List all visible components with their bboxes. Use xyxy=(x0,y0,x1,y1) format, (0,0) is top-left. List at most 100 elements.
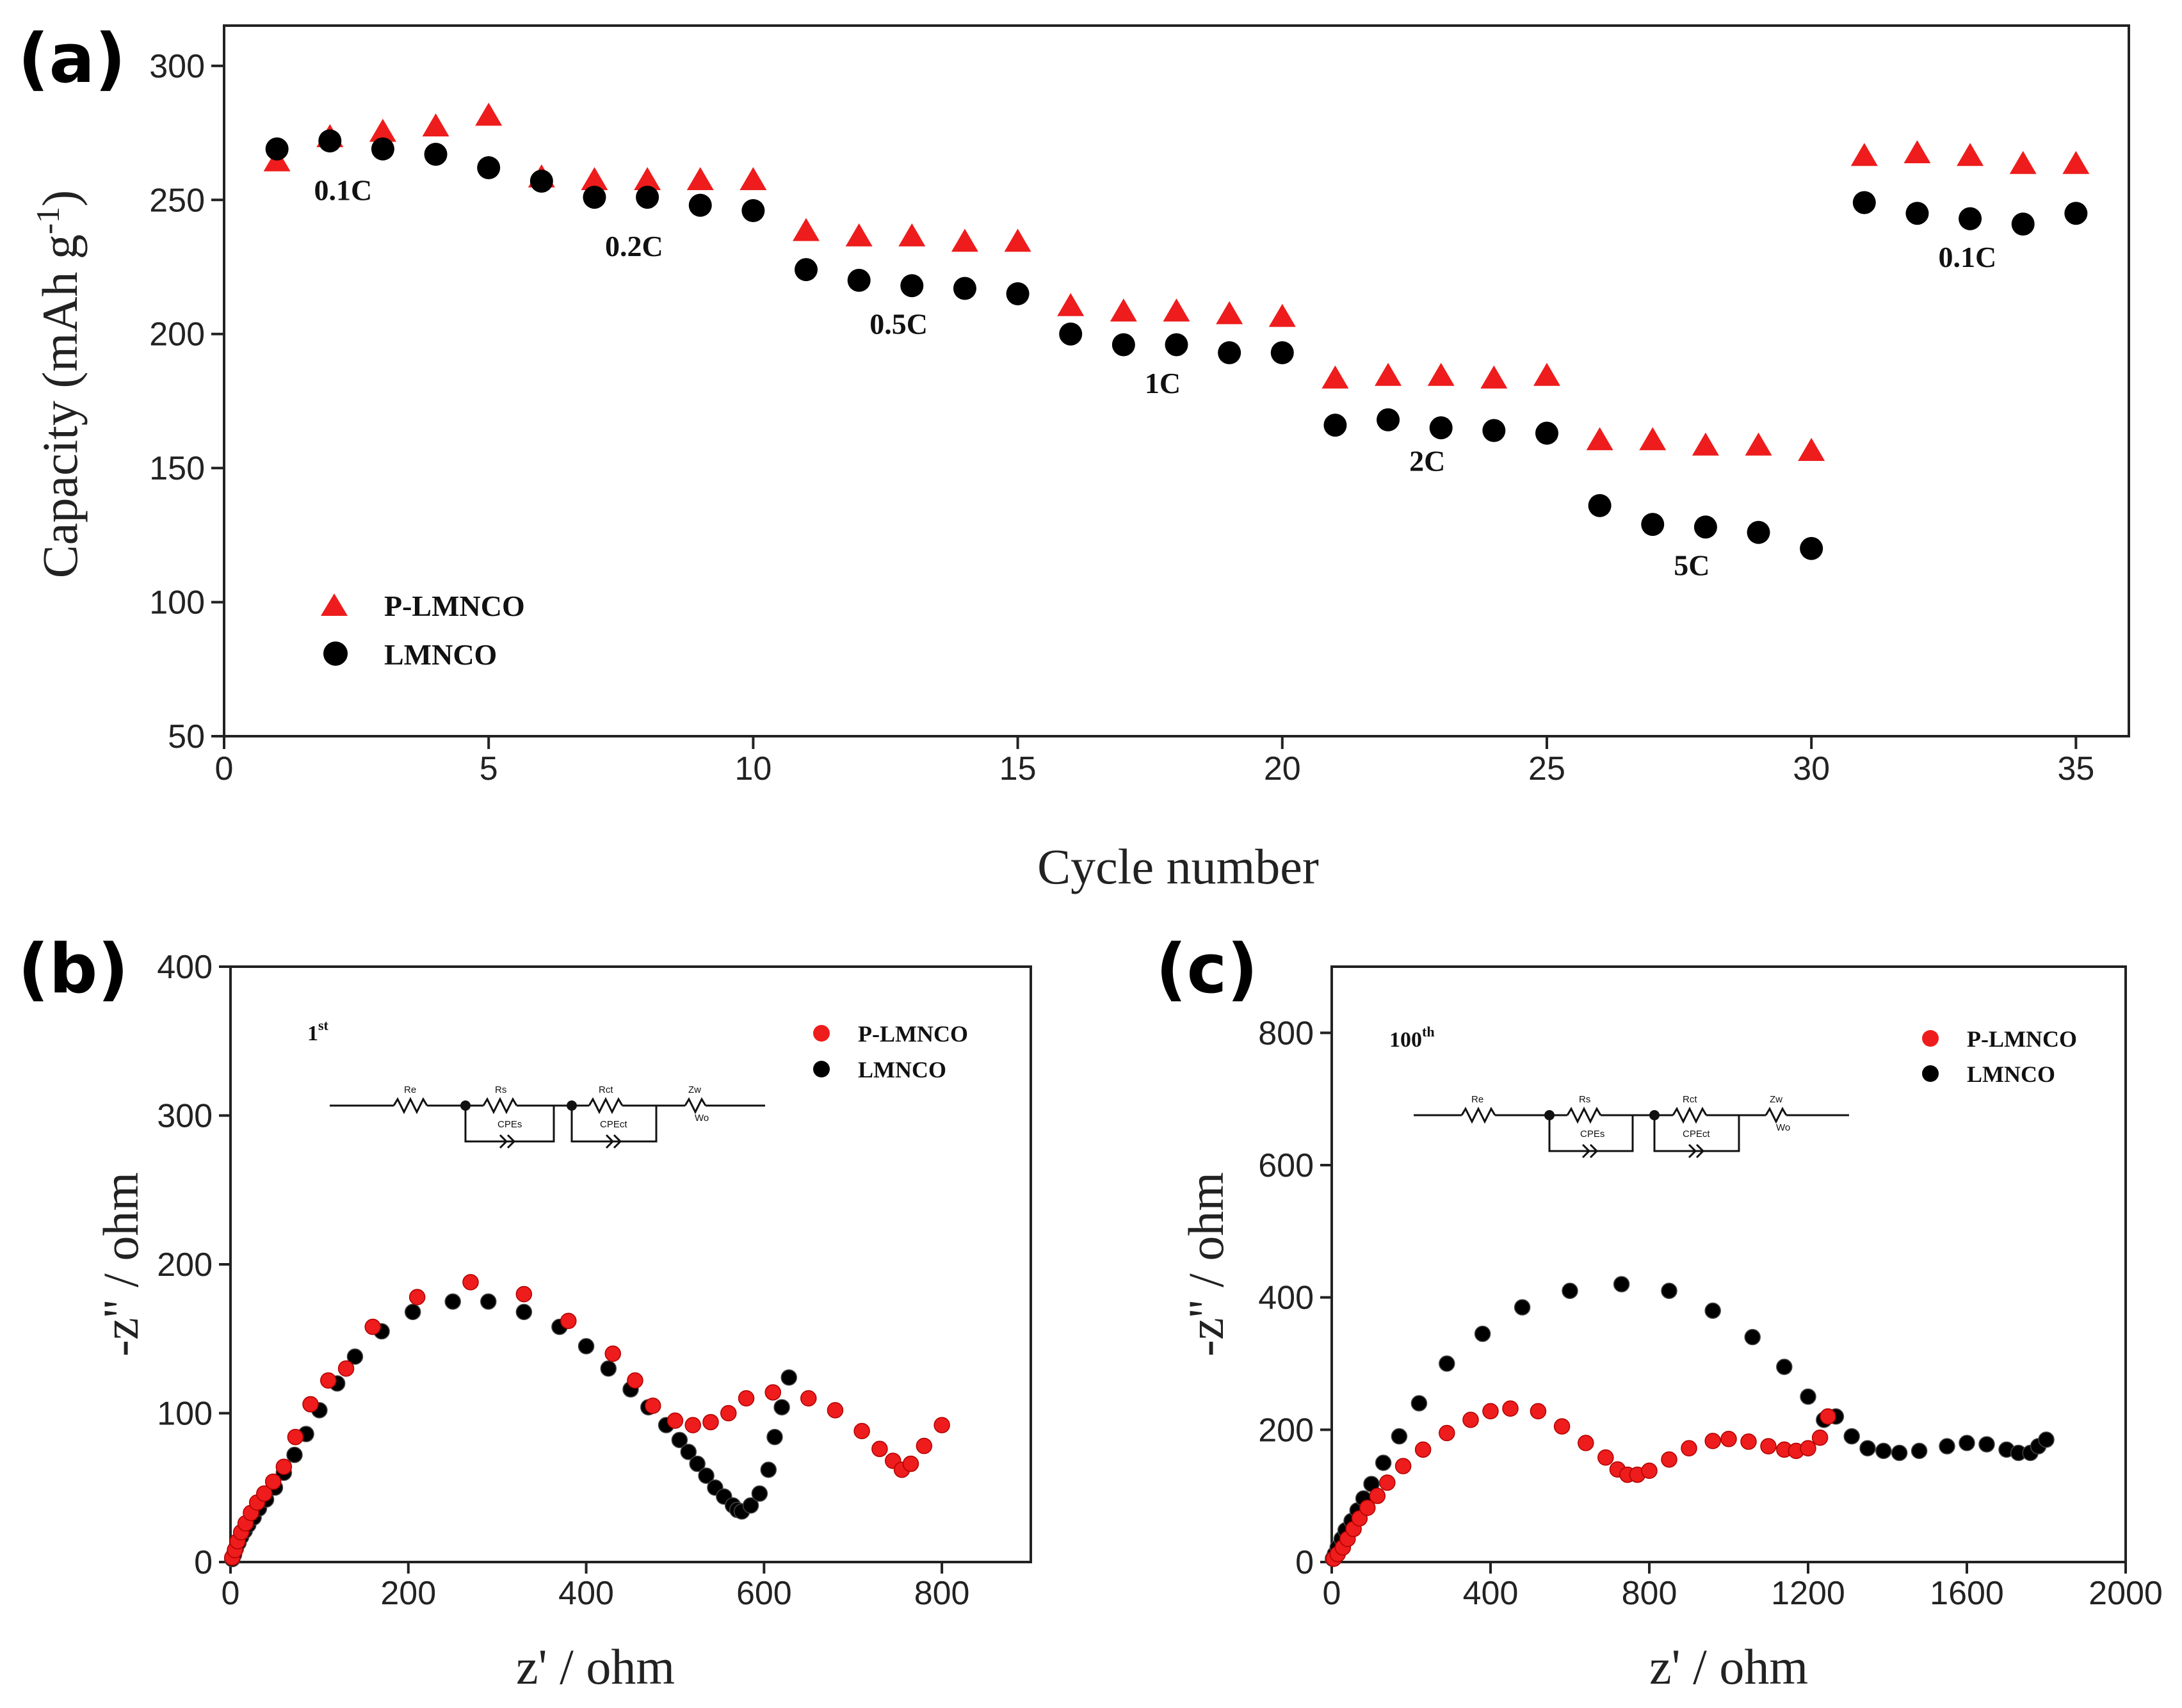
y-tick-label: 400 xyxy=(1258,1280,1314,1317)
p-lmnco-point xyxy=(793,218,820,241)
x-tick-label: 0 xyxy=(222,1575,240,1612)
p-lmnco-point xyxy=(902,1455,919,1472)
panel-a-x-axis-title: Cycle number xyxy=(1037,839,1319,894)
circuit-c-label-cpes: CPEs xyxy=(1580,1129,1604,1140)
lmnco-point xyxy=(1429,416,1453,440)
lmnco-point xyxy=(953,277,976,300)
lmnco-point xyxy=(529,169,553,193)
lmnco-point xyxy=(1391,1428,1408,1445)
lmnco-point xyxy=(1323,414,1347,437)
panel-b-equivalent-circuit: Re Rs Rct Zw CPEs CPEct Wo xyxy=(330,1084,765,1149)
lmnco-point xyxy=(742,1497,759,1514)
lmnco-point xyxy=(780,1369,797,1386)
panel-c-equivalent-circuit: Re Rs Rct Zw CPEs CPEct Wo xyxy=(1414,1094,1849,1159)
circuit-b-rct-resistor xyxy=(588,1097,624,1115)
lmnco-point xyxy=(688,193,712,217)
legend-c-red-marker xyxy=(1922,1030,1939,1047)
lmnco-point xyxy=(900,274,924,298)
lmnco-point xyxy=(1270,341,1294,365)
panel-c-y-axis-title: -z'' / ohm xyxy=(1178,1172,1234,1357)
legend-c-black-marker xyxy=(1922,1065,1939,1082)
lmnco-point xyxy=(1474,1325,1491,1342)
lmnco-point xyxy=(1693,515,1717,539)
lmnco-point xyxy=(1377,408,1400,431)
p-lmnco-point xyxy=(1811,1429,1829,1446)
lmnco-point xyxy=(751,1485,768,1502)
p-lmnco-point xyxy=(827,1402,844,1419)
p-lmnco-point xyxy=(1641,1462,1658,1479)
lmnco-point xyxy=(424,143,448,166)
lmnco-point xyxy=(2038,1431,2055,1448)
p-lmnco-point xyxy=(1681,1440,1697,1457)
lmnco-point xyxy=(1375,1454,1392,1471)
p-lmnco-point xyxy=(764,1384,781,1401)
y-tick-label: 200 xyxy=(149,316,205,353)
panel-c-cycle-label: 100th xyxy=(1389,1024,1435,1052)
panel-a-rate-labels: 0.1C 0.2C 0.5C 1C 2C 5C 0.1C xyxy=(314,173,1996,581)
panel-a-y-title-main: Capacity (mAh g xyxy=(32,234,88,578)
circuit-c-label-cpect: CPEct xyxy=(1683,1129,1710,1140)
legend-b-black-marker xyxy=(813,1061,830,1077)
y-tick-label: 300 xyxy=(157,1098,213,1135)
lmnco-point xyxy=(689,1455,706,1472)
lmnco-point xyxy=(1704,1302,1721,1319)
lmnco-point xyxy=(1661,1282,1677,1300)
p-lmnco-point xyxy=(1375,362,1402,386)
legend-b-red-marker xyxy=(813,1025,830,1042)
p-lmnco-point xyxy=(1661,1451,1677,1468)
circuit-c-warburg xyxy=(1765,1106,1788,1124)
lmnco-point xyxy=(1535,421,1558,445)
p-lmnco-point xyxy=(1760,1438,1777,1454)
lmnco-point xyxy=(444,1293,461,1310)
panel-c-eis-100th: (c) 0 400 800 1200 1600 2000 0 200 400 600 800 z' … xyxy=(1156,930,2163,1695)
p-lmnco-point xyxy=(1414,1441,1432,1458)
lmnco-point xyxy=(515,1303,533,1321)
y-tick-label: 0 xyxy=(1295,1544,1314,1581)
p-lmnco-point xyxy=(720,1405,737,1422)
x-tick-label: 10 xyxy=(734,750,772,787)
legend-c-item-lmnco: LMNCO xyxy=(1967,1061,2055,1087)
circuit-c-label-re: Re xyxy=(1471,1094,1483,1105)
panel-b-x-axis-title: z' / ohm xyxy=(516,1639,675,1695)
p-lmnco-point xyxy=(1692,432,1719,456)
p-lmnco-point xyxy=(422,113,449,137)
lmnco-point xyxy=(1218,341,1241,365)
p-lmnco-point xyxy=(634,166,661,190)
lmnco-point xyxy=(680,1444,697,1460)
lmnco-point xyxy=(698,1467,715,1484)
legend-a-item-p-lmnco: P-LMNCO xyxy=(384,590,525,622)
p-lmnco-point xyxy=(1850,143,1878,166)
circuit-c-rs-resistor xyxy=(1566,1106,1602,1124)
panel-b-axis-ticks: 0 200 400 600 800 0 100 200 300 400 xyxy=(157,949,969,1612)
p-lmnco-point xyxy=(1740,1433,1757,1450)
panel-c-cycle-sup: th xyxy=(1422,1024,1435,1040)
x-tick-label: 0 xyxy=(215,750,234,787)
p-lmnco-point xyxy=(916,1437,933,1454)
lmnco-point xyxy=(1111,333,1135,357)
lmnco-point xyxy=(2064,202,2088,225)
panel-c-letter: (c) xyxy=(1156,930,1258,1008)
panel-a-rate-capability: (a) 0 5 10 15 20 25 30 35 50 100 150 200 250 300 0.1C… xyxy=(18,19,2130,894)
panel-c-cycle-number: 100 xyxy=(1389,1028,1422,1052)
x-tick-label: 600 xyxy=(736,1575,792,1612)
rate-label: 0.2C xyxy=(605,230,663,262)
p-lmnco-point xyxy=(581,166,608,190)
x-tick-label: 1600 xyxy=(1930,1575,2004,1612)
y-tick-label: 800 xyxy=(1258,1015,1314,1052)
p-lmnco-point xyxy=(1359,1499,1376,1517)
panel-c-data-points xyxy=(1325,1276,2055,1567)
panel-a-y-title-end: ) xyxy=(32,190,88,207)
x-tick-label: 400 xyxy=(558,1575,614,1612)
circuit-b-re-resistor xyxy=(392,1097,428,1115)
lmnco-point xyxy=(1059,322,1083,346)
p-lmnco-point xyxy=(1639,427,1667,451)
circuit-b-label-zw: Zw xyxy=(688,1084,701,1095)
x-tick-label: 800 xyxy=(914,1575,970,1612)
p-lmnco-point xyxy=(1268,303,1296,327)
lmnco-point xyxy=(583,186,606,209)
lmnco-point xyxy=(1891,1444,1908,1462)
p-lmnco-point xyxy=(475,102,503,126)
p-lmnco-point xyxy=(515,1285,533,1303)
x-tick-label: 35 xyxy=(2057,750,2094,787)
p-lmnco-point xyxy=(684,1417,701,1433)
